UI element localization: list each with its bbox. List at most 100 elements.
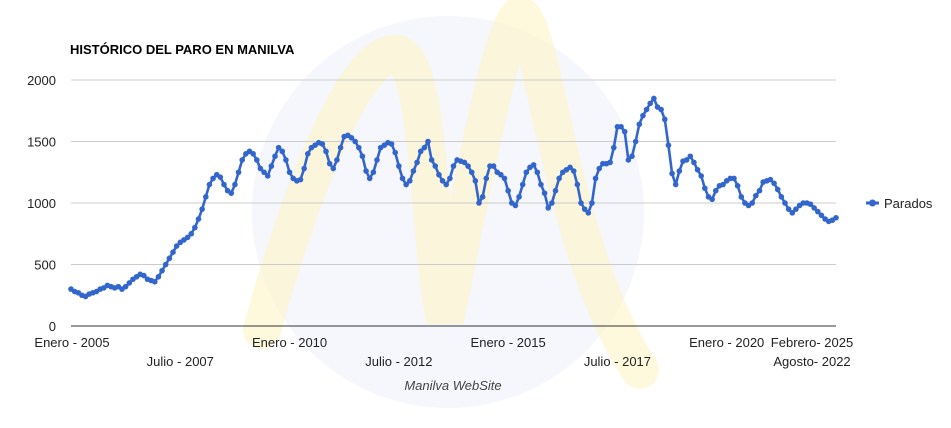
data-point: [468, 169, 475, 176]
data-point: [319, 141, 326, 147]
data-point: [199, 206, 205, 212]
data-point: [589, 200, 595, 206]
data-point: [778, 194, 785, 200]
data-point: [523, 169, 530, 176]
data-point: [421, 144, 428, 151]
data-point: [272, 153, 278, 160]
data-point: [443, 181, 450, 188]
data-point: [210, 175, 216, 182]
x-tick-label: Enero - 2010: [252, 335, 327, 350]
data-point: [483, 175, 490, 182]
data-point: [607, 159, 613, 166]
x-tick-label: Enero - 2020: [689, 335, 764, 350]
data-point: [687, 153, 694, 160]
data-point: [355, 144, 362, 151]
data-point: [643, 106, 650, 113]
data-point: [323, 148, 329, 155]
data-point: [188, 230, 195, 237]
data-point: [793, 206, 799, 212]
data-point: [297, 176, 304, 183]
y-tick-label: 1500: [27, 135, 56, 150]
data-point: [414, 159, 420, 166]
data-point: [417, 148, 424, 155]
data-point: [658, 106, 664, 113]
data-point: [155, 274, 162, 280]
data-point: [636, 121, 643, 128]
data-point: [264, 173, 271, 179]
data-point: [479, 194, 486, 200]
data-point: [425, 138, 431, 145]
data-point: [610, 144, 617, 151]
data-point: [239, 157, 246, 163]
data-point: [712, 187, 719, 194]
data-point: [530, 162, 537, 168]
data-point: [651, 95, 657, 102]
data-point: [235, 169, 242, 176]
data-point: [396, 163, 402, 169]
data-point: [549, 200, 555, 206]
y-tick-label: 1000: [27, 196, 56, 211]
data-point: [753, 192, 759, 199]
data-point: [702, 185, 708, 192]
data-point: [472, 178, 479, 184]
data-point: [567, 164, 573, 171]
x-tick-label: Agosto- 2022: [773, 354, 850, 369]
data-point: [403, 181, 409, 188]
data-point: [498, 171, 504, 178]
data-point: [621, 128, 628, 135]
chart-source: Manilva WebSite: [404, 378, 501, 393]
data-point: [774, 186, 781, 193]
data-point: [304, 151, 311, 157]
data-point: [505, 187, 511, 194]
grid: [71, 79, 836, 327]
data-point: [159, 267, 165, 274]
data-point: [406, 178, 413, 184]
data-point: [538, 181, 544, 188]
data-point: [669, 170, 675, 177]
data-point: [647, 100, 654, 107]
legend-marker-icon: [869, 199, 876, 207]
series-parados: [68, 95, 839, 300]
data-point: [232, 181, 238, 188]
data-point: [432, 163, 439, 169]
data-point: [428, 157, 435, 163]
x-tick-label: Julio - 2012: [365, 354, 432, 369]
legend: Parados: [866, 196, 933, 211]
x-tick-label: Enero - 2005: [34, 335, 109, 350]
data-point: [476, 200, 482, 206]
data-point: [366, 175, 373, 182]
data-point: [192, 224, 198, 231]
legend-label: Parados: [884, 196, 933, 211]
data-point: [141, 272, 147, 279]
data-point: [556, 175, 562, 182]
data-point: [632, 138, 639, 145]
data-point: [348, 135, 355, 141]
data-point: [570, 168, 577, 174]
data-point: [436, 171, 442, 178]
data-point: [184, 234, 191, 241]
data-point: [283, 157, 289, 163]
data-point: [541, 190, 548, 196]
data-point: [399, 175, 406, 182]
data-point: [534, 169, 541, 176]
data-point: [734, 182, 741, 189]
data-point: [326, 160, 333, 167]
chart-title: HISTÓRICO DEL PARO EN MANILVA: [70, 42, 295, 57]
data-point: [392, 149, 399, 156]
data-point: [334, 157, 340, 163]
data-point: [170, 249, 176, 255]
y-tick-label: 2000: [27, 73, 56, 88]
data-point: [447, 175, 453, 182]
data-point: [519, 181, 526, 188]
data-point: [330, 165, 337, 172]
data-point: [173, 243, 180, 249]
data-point: [490, 163, 497, 169]
data-point: [257, 165, 264, 172]
data-point: [217, 174, 224, 180]
data-point: [814, 208, 821, 215]
data-point: [465, 163, 471, 169]
data-point: [785, 206, 792, 212]
data-point: [268, 163, 275, 169]
data-point: [151, 278, 158, 285]
data-point: [122, 283, 129, 290]
